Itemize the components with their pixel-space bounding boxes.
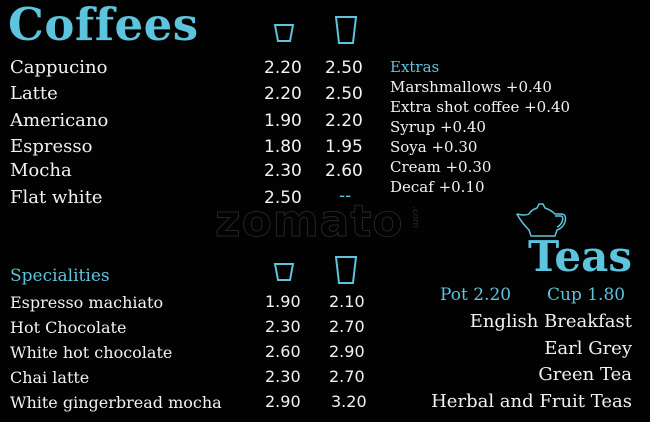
- small-cup-icon: [273, 24, 295, 42]
- extra-item: Marshmallows +0.40: [390, 78, 552, 96]
- coffee-item-large-price: --: [339, 186, 352, 206]
- speciality-item-large-price: 2.10: [329, 292, 365, 311]
- extra-item: Extra shot coffee +0.40: [390, 98, 571, 116]
- coffee-item-large-price: 2.20: [325, 111, 363, 131]
- large-cup-icon: [334, 256, 358, 284]
- coffee-item-large-price: 2.50: [325, 58, 363, 78]
- extra-item: Soya +0.30: [390, 138, 478, 156]
- coffees-title: Coffees: [8, 0, 199, 51]
- speciality-item-name: Chai latte: [10, 368, 90, 387]
- coffee-item-large-price: 1.95: [325, 137, 363, 157]
- speciality-item-large-price: 2.70: [329, 367, 365, 386]
- coffee-item-small-price: 1.90: [264, 111, 302, 131]
- speciality-item-name: Hot Chocolate: [10, 318, 127, 337]
- speciality-item-name: White gingerbread mocha: [10, 393, 222, 412]
- tea-item: Green Tea: [538, 364, 632, 385]
- watermark: zomato: [215, 196, 404, 248]
- coffee-item-name: Americano: [10, 110, 109, 131]
- extras-title: Extras: [390, 58, 440, 76]
- teapot-icon: [516, 203, 567, 237]
- speciality-item-small-price: 2.90: [265, 392, 301, 411]
- tea-pot-price: Pot 2.20: [440, 285, 512, 305]
- tea-cup-price: Cup 1.80: [547, 285, 626, 305]
- coffee-item-small-price: 2.50: [264, 188, 302, 208]
- coffee-item-name: Mocha: [10, 160, 72, 181]
- tea-item: Earl Grey: [544, 338, 632, 359]
- extra-item: Decaf +0.10: [390, 178, 485, 196]
- speciality-item-large-price: 2.70: [329, 317, 365, 336]
- speciality-item-small-price: 2.30: [265, 317, 301, 336]
- speciality-item-large-price: 2.90: [329, 342, 365, 361]
- speciality-item-small-price: 2.60: [265, 342, 301, 361]
- coffee-item-name: Espresso: [10, 136, 93, 157]
- speciality-item-large-price: 3.20: [331, 392, 367, 411]
- tea-item: English Breakfast: [469, 311, 632, 332]
- tea-item: Herbal and Fruit Teas: [431, 391, 632, 412]
- large-cup-icon: [334, 16, 358, 44]
- extra-item: Cream +0.30: [390, 158, 492, 176]
- small-cup-icon: [273, 263, 295, 281]
- specialities-title: Specialities: [10, 266, 110, 286]
- speciality-item-name: White hot chocolate: [10, 343, 173, 362]
- watermark-suffix: .com: [410, 206, 420, 229]
- speciality-item-small-price: 1.90: [265, 292, 301, 311]
- coffee-item-small-price: 2.20: [264, 84, 302, 104]
- teas-title: Teas: [528, 232, 633, 281]
- coffee-item-large-price: 2.50: [325, 84, 363, 104]
- speciality-item-name: Espresso machiato: [10, 293, 164, 312]
- coffee-item-small-price: 2.20: [264, 58, 302, 78]
- coffee-item-name: Cappucino: [10, 57, 108, 78]
- coffee-item-large-price: 2.60: [325, 161, 363, 181]
- coffee-item-name: Latte: [10, 83, 58, 104]
- speciality-item-small-price: 2.30: [265, 367, 301, 386]
- coffee-item-small-price: 1.80: [264, 137, 302, 157]
- coffee-item-name: Flat white: [10, 187, 103, 208]
- extra-item: Syrup +0.40: [390, 118, 486, 136]
- coffee-item-small-price: 2.30: [264, 161, 302, 181]
